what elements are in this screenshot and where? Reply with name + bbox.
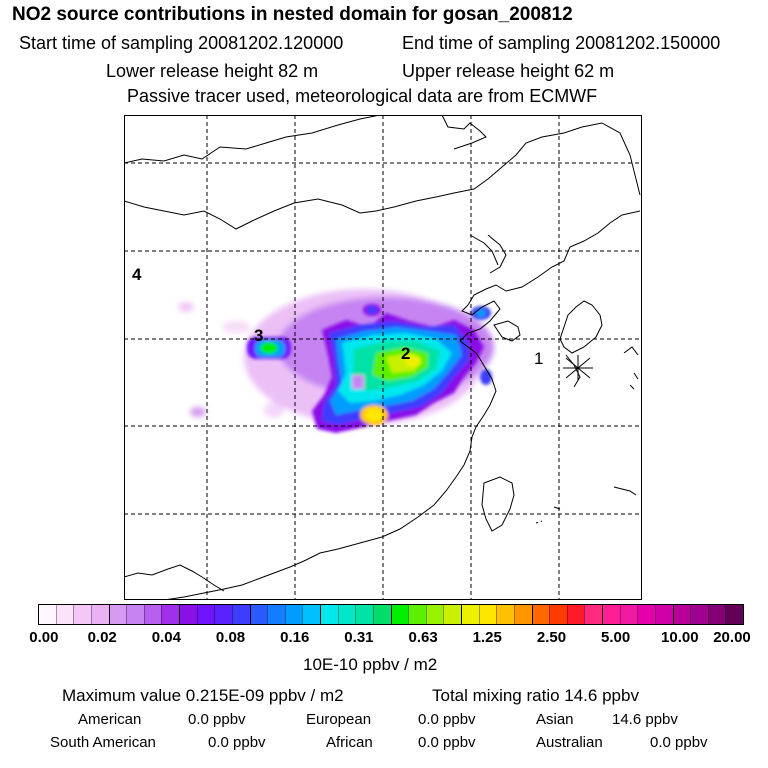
colorbar-swatch (408, 605, 426, 624)
receptor-star-marker (563, 355, 593, 381)
colorbar-swatch (390, 605, 409, 624)
colorbar-tick-label: 0.04 (151, 629, 181, 646)
colorbar-swatch (196, 605, 215, 624)
colorbar (38, 604, 744, 625)
colorbar-tick-label: 0.16 (280, 629, 310, 646)
colorbar-swatch (513, 605, 532, 624)
colorbar-swatch (443, 605, 461, 624)
colorbar-swatch (302, 605, 320, 624)
colorbar-swatch (654, 605, 673, 624)
concentration-plume (178, 289, 494, 433)
australian-value: 0.0 ppbv (650, 734, 708, 751)
colorbar-swatch (602, 605, 620, 624)
colorbar-swatch (531, 605, 550, 624)
colorbar-tick-label: 0.08 (215, 629, 246, 646)
colorbar-swatch (425, 605, 444, 624)
colorbar-swatch (637, 605, 655, 624)
colorbar-tick-label: 5.00 (601, 629, 631, 646)
region-label-2: 2 (401, 344, 410, 363)
colorbar-swatch (725, 605, 743, 624)
colorbar-swatch (73, 605, 91, 624)
colorbar-swatch (108, 605, 127, 624)
colorbar-swatch (143, 605, 162, 624)
asian-label: Asian (536, 711, 574, 728)
colorbar-swatch (284, 605, 303, 624)
colorbar-swatch (179, 605, 197, 624)
colorbar-swatch (707, 605, 726, 624)
asian-value: 14.6 ppbv (612, 711, 678, 728)
south-american-value: 0.0 ppbv (208, 734, 266, 751)
colorbar-swatch (584, 605, 602, 624)
colorbar-tick-label: 0.02 (87, 629, 117, 646)
colorbar-swatch (126, 605, 144, 624)
african-label: African (326, 734, 373, 751)
african-value: 0.0 ppbv (418, 734, 476, 751)
colorbar-swatch (231, 605, 250, 624)
colorbar-swatch (372, 605, 391, 624)
colorbar-swatch (549, 605, 567, 624)
colorbar-swatch (461, 605, 479, 624)
region-label-3: 3 (254, 326, 263, 345)
colorbar-units: 10E-10 ppbv / m2 (303, 655, 438, 674)
colorbar-tick-label: 1.25 (472, 629, 502, 646)
australian-label: Australian (536, 734, 603, 751)
upper-release-height-label: Upper release height 62 m (402, 61, 615, 81)
european-value: 0.0 ppbv (418, 711, 476, 728)
lower-release-height-label: Lower release height 82 m (106, 61, 319, 81)
chart-title: NO2 source contributions in nested domai… (12, 4, 573, 25)
maximum-value-label: Maximum value 0.215E-09 ppbv / m2 (62, 686, 344, 705)
american-value: 0.0 ppbv (188, 711, 246, 728)
colorbar-swatch (39, 605, 56, 624)
colorbar-tick-label: 20.00 (713, 629, 751, 646)
colorbar-swatch (90, 605, 109, 624)
tracer-note: Passive tracer used, meteorological data… (127, 86, 598, 106)
european-label: European (306, 711, 372, 728)
colorbar-swatch (566, 605, 585, 624)
colorbar-swatch (214, 605, 232, 624)
colorbar-swatch (690, 605, 708, 624)
colorbar-swatch (161, 605, 179, 624)
colorbar-swatch (672, 605, 691, 624)
colorbar-tick-label: 0.00 (29, 629, 59, 646)
coastlines (124, 115, 641, 600)
colorbar-swatch (619, 605, 638, 624)
colorbar-swatch (249, 605, 268, 624)
region-label-1: 1 (534, 349, 543, 368)
colorbar-swatch (267, 605, 285, 624)
start-time-label: Start time of sampling 20081202.120000 (19, 33, 344, 53)
colorbar-swatch (478, 605, 497, 624)
colorbar-swatch (496, 605, 514, 624)
colorbar-swatch (337, 605, 356, 624)
colorbar-swatch (55, 605, 74, 624)
colorbar-swatch (320, 605, 338, 624)
map-gridlines (124, 115, 642, 600)
region-label-4: 4 (132, 265, 142, 284)
colorbar-tick-label: 2.50 (536, 629, 567, 646)
american-label: American (78, 711, 142, 728)
colorbar-tick-label: 10.00 (661, 629, 699, 646)
map-frame (124, 115, 642, 600)
colorbar-swatch (355, 605, 373, 624)
end-time-label: End time of sampling 20081202.150000 (402, 33, 721, 53)
south-american-label: South American (50, 734, 156, 751)
total-mixing-ratio-label: Total mixing ratio 14.6 ppbv (432, 686, 639, 705)
colorbar-tick-label: 0.31 (344, 629, 374, 646)
map-panel: 1 2 3 4 (124, 115, 642, 600)
colorbar-tick-label: 0.63 (408, 629, 438, 646)
